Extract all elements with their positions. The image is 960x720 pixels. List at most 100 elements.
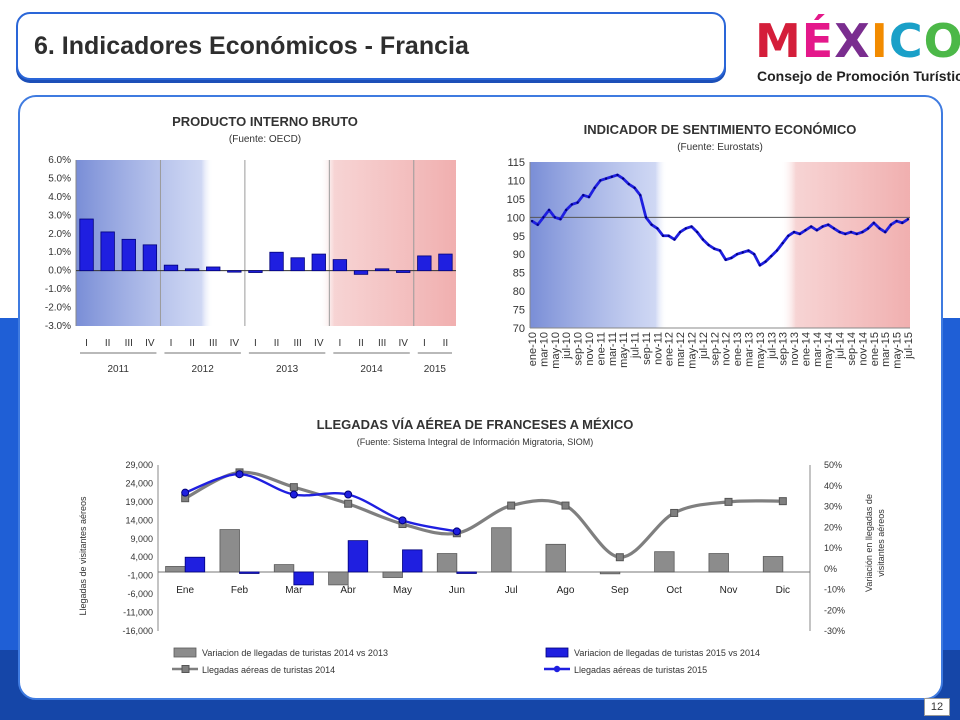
sentiment-point (770, 254, 773, 258)
pib-quarter-label: IV (145, 338, 155, 349)
arrivals-category-label: Jul (505, 585, 518, 596)
arrivals-y-tick-label: 4,000 (130, 552, 153, 562)
sentiment-point (872, 221, 876, 225)
sentiment-x-tick-label: jul-12 (698, 332, 710, 360)
pib-bar (269, 251, 284, 272)
sentiment-point (576, 201, 579, 204)
pib-bar (417, 255, 432, 272)
sentiment-x-tick-label: mar-12 (675, 332, 687, 367)
sentiment-point (752, 253, 756, 256)
arrivals-y-tick-label: 29,000 (125, 460, 153, 470)
arrivals-legend-label: Llegadas aéreas de turistas 2015 (574, 665, 707, 675)
arrivals-y-tick-label: -1,000 (127, 571, 153, 581)
arrivals-bar-2014 (165, 566, 186, 573)
sentiment-y-tick-label: 80 (513, 286, 525, 298)
sentiment-point (718, 249, 722, 252)
pib-y-tick-label: 3.0% (48, 210, 71, 221)
sentiment-x-tick-label: ene-15 (869, 332, 881, 366)
sentiment-line (530, 173, 910, 267)
arrivals-point-2014 (289, 483, 298, 492)
pib-quarter-label: III (293, 338, 301, 349)
sentiment-x-tick-label: nov-13 (789, 332, 801, 366)
pib-y-tick-label: 4.0% (48, 192, 71, 203)
pib-y-tick-label: -1.0% (45, 284, 71, 295)
pib-grid (75, 160, 456, 326)
arrivals-bar-2014 (219, 529, 240, 573)
sentiment-x-tick-label: may-15 (892, 332, 904, 369)
arrivals-point-2014 (615, 553, 624, 562)
arrivals-bar-2015 (239, 571, 260, 574)
arrivals-point-2015 (235, 470, 244, 479)
sentiment-point (798, 232, 801, 236)
sentiment-x-tick-label: sep-11 (641, 332, 653, 365)
pib-quarter-label: II (105, 338, 111, 349)
arrivals-legend-label: Variacion de llegadas de turistas 2015 v… (574, 648, 760, 658)
arrivals-bar-2014 (762, 556, 784, 573)
pib-y-axis: 6.0% 5.0% 4.0% 3.0% 2.0% 1.0% 0.0% -1.0% -2.0% -3… (45, 155, 71, 332)
sentiment-point (667, 234, 670, 237)
pib-bar (206, 266, 221, 272)
pib-bar (184, 268, 200, 272)
sentiment-point (616, 173, 619, 177)
sentiment-x-tick-label: may-10 (550, 332, 562, 369)
sentiment-point (895, 219, 898, 223)
pib-y-tick-label: 1.0% (48, 247, 71, 258)
sentiment-point (832, 227, 836, 230)
pib-quarter-label: II (358, 338, 364, 349)
arrivals-point-2014 (344, 499, 353, 508)
sentiment-x-tick-label: jul-13 (766, 332, 778, 360)
sentiment-point (884, 230, 887, 234)
sentiment-y-tick-label: 85 (513, 268, 525, 280)
pib-year-label: 2013 (276, 364, 299, 375)
sentiment-point (701, 238, 705, 241)
sentiment-x-tick-label: mar-10 (538, 332, 550, 367)
arrivals-category-label: Oct (666, 585, 682, 596)
arrivals-point-2014 (724, 497, 733, 506)
arrivals-axes: 29,000 24,000 19,000 14,000 9,000 4,000 -1,000… (122, 460, 845, 636)
pib-quarter-label: I (254, 338, 257, 349)
arrivals-point-2015 (344, 490, 353, 499)
arrivals-point-2015 (398, 516, 407, 525)
sentiment-point (536, 223, 539, 226)
sentiment-point (861, 230, 864, 234)
sentiment-point (678, 230, 682, 234)
sentiment-point (821, 225, 824, 228)
sentiment-point (855, 232, 858, 236)
sentiment-x-tick-label: jul-11 (630, 332, 642, 359)
arrivals-point-2014 (507, 501, 516, 510)
pib-quarter-label: II (274, 338, 280, 349)
arrivals-y2-label-line1: Variación en llegadas de (864, 494, 874, 592)
pib-bar (438, 253, 453, 272)
pib-y-tick-label: -3.0% (45, 321, 71, 332)
pib-bar (396, 270, 411, 273)
sentiment-x-tick-label: ene-12 (664, 332, 676, 366)
arrivals-bar-2014 (599, 571, 621, 575)
sentiment-x-tick-label: ene-10 (527, 332, 539, 366)
sentiment-point (696, 230, 699, 234)
sentiment-point (849, 230, 853, 234)
arrivals-bar-2014 (545, 543, 566, 573)
title-box (16, 12, 726, 80)
arrivals-y-tick-label: -16,000 (122, 626, 153, 636)
pib-quarter-label: IV (314, 338, 324, 349)
sentiment-point (707, 243, 710, 247)
sentiment-point (747, 249, 750, 252)
arrivals-point-2015 (181, 488, 190, 497)
sentiment-point (553, 216, 556, 219)
pib-bar (163, 264, 179, 272)
sentiment-point (775, 249, 779, 252)
sentiment-x-tick-label: jul-15 (903, 332, 915, 360)
arrivals-y2-tick-label: -20% (824, 605, 845, 615)
sentiment-point (542, 216, 545, 219)
arrivals-y2-label-line2: visitantes aéreos (876, 509, 886, 577)
arrivals-y2-tick-label: -30% (824, 626, 845, 636)
arrivals-legend-swatch (545, 647, 569, 658)
sentiment-y-tick-label: 95 (513, 231, 525, 243)
sentiment-y-tick-label: 110 (507, 175, 525, 187)
sentiment-point (713, 247, 716, 250)
sentiment-point (764, 260, 767, 263)
sentiment-x-tick-label: ene-14 (800, 332, 812, 366)
arrivals-bar-2015 (402, 549, 423, 573)
arrivals-legend-marker (553, 665, 561, 673)
